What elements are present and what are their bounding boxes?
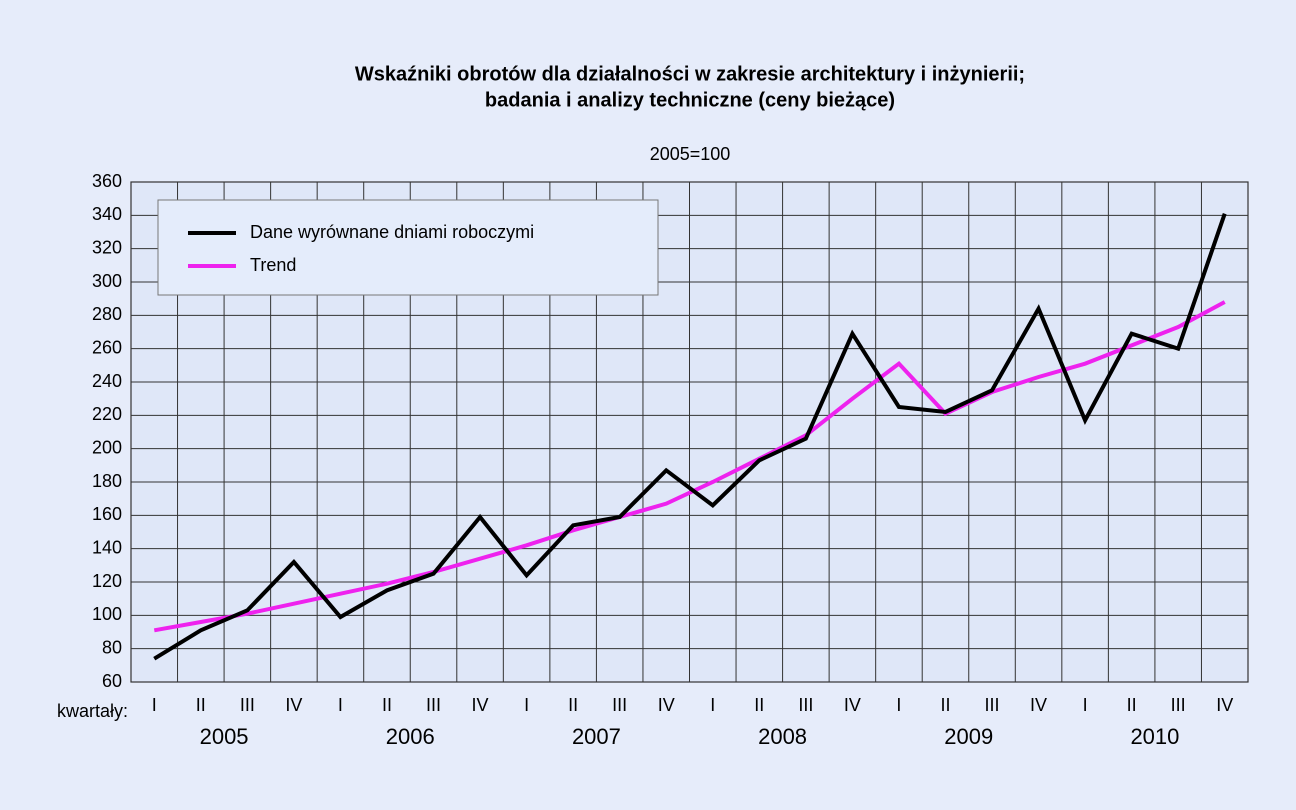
x-tick-label: III	[985, 695, 1000, 715]
legend-label: Trend	[250, 255, 296, 275]
x-tick-label: III	[240, 695, 255, 715]
data-line	[153, 213, 1227, 661]
chart-title: badania i analizy techniczne (ceny bieżą…	[485, 89, 895, 111]
y-tick-label: 340	[92, 204, 122, 224]
year-label: 2006	[386, 724, 435, 749]
x-tick-label: III	[798, 695, 813, 715]
x-tick-label: IV	[1030, 695, 1047, 715]
x-tick-label: I	[524, 695, 529, 715]
x-tick-label: II	[196, 695, 206, 715]
x-tick-label: III	[426, 695, 441, 715]
year-label: 2009	[944, 724, 993, 749]
y-tick-label: 100	[92, 604, 122, 624]
legend-label: Dane wyrównane dniami roboczymi	[250, 222, 534, 242]
x-tick-label: IV	[844, 695, 861, 715]
y-tick-label: 220	[92, 404, 122, 424]
x-tick-label: II	[382, 695, 392, 715]
legend-box	[157, 199, 659, 296]
y-tick-label: 60	[102, 671, 122, 691]
x-tick-label: I	[896, 695, 901, 715]
y-tick-label: 200	[92, 437, 122, 457]
year-label: 2010	[1130, 724, 1179, 749]
y-tick-label: 160	[92, 504, 122, 524]
x-tick-label: I	[710, 695, 715, 715]
x-tick-label: II	[1127, 695, 1137, 715]
y-tick-label: 140	[92, 537, 122, 557]
year-label: 2007	[572, 724, 621, 749]
x-tick-label: IV	[1216, 695, 1233, 715]
y-tick-label: 300	[92, 271, 122, 291]
chart-subtitle: 2005=100	[650, 144, 731, 164]
y-tick-label: 280	[92, 304, 122, 324]
x-tick-label: I	[338, 695, 343, 715]
x-tick-label: III	[1171, 695, 1186, 715]
y-tick-label: 260	[92, 337, 122, 357]
x-tick-label: II	[568, 695, 578, 715]
year-label: 2008	[758, 724, 807, 749]
x-tick-label: II	[754, 695, 764, 715]
x-tick-label: IV	[472, 695, 489, 715]
data-line	[153, 300, 1226, 633]
y-tick-label: 180	[92, 471, 122, 491]
chart-title: Wskaźniki obrotów dla działalności w zak…	[355, 63, 1025, 85]
x-tick-label: III	[612, 695, 627, 715]
x-tick-label: IV	[285, 695, 302, 715]
x-axis-label: kwartały:	[57, 701, 128, 721]
y-tick-label: 360	[92, 171, 122, 191]
y-tick-label: 240	[92, 371, 122, 391]
x-tick-label: I	[152, 695, 157, 715]
x-tick-label: I	[1083, 695, 1088, 715]
y-tick-label: 120	[92, 571, 122, 591]
x-tick-label: IV	[658, 695, 675, 715]
y-tick-label: 320	[92, 237, 122, 257]
plot-border	[130, 181, 1249, 683]
x-tick-label: II	[940, 695, 950, 715]
y-tick-label: 80	[102, 637, 122, 657]
year-label: 2005	[200, 724, 249, 749]
